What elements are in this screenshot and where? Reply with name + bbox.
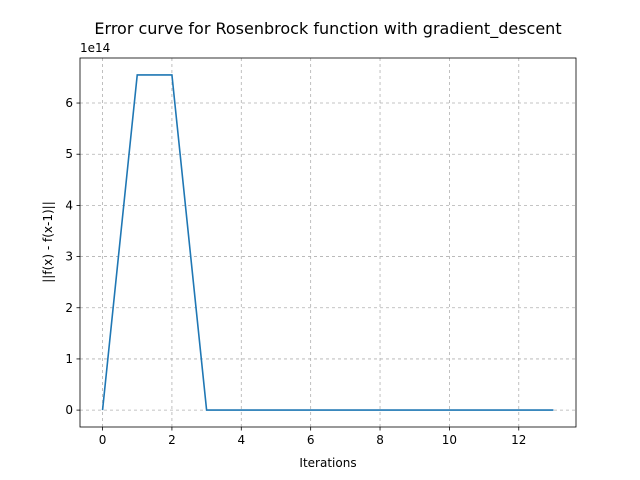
x-tick-label: 12 xyxy=(511,433,526,447)
y-tick-label: 0 xyxy=(65,403,73,417)
y-offset-label: 1e14 xyxy=(80,41,110,55)
chart-title: Error curve for Rosenbrock function with… xyxy=(94,19,561,39)
x-tick-label: 2 xyxy=(168,433,176,447)
y-axis-label: ||f(x) - f(x-1)|| xyxy=(41,201,55,282)
x-axis-label: Iterations xyxy=(299,456,356,470)
x-tick-label: 6 xyxy=(307,433,315,447)
x-tick-label: 4 xyxy=(237,433,245,447)
y-tick-label: 2 xyxy=(65,301,73,315)
y-tick-label: 1 xyxy=(65,352,73,366)
y-tick-label: 3 xyxy=(65,250,73,264)
x-tick-label: 10 xyxy=(442,433,457,447)
y-tick-label: 5 xyxy=(65,147,73,161)
y-tick-label: 4 xyxy=(65,198,73,212)
x-tick-label: 8 xyxy=(376,433,384,447)
x-tick-label: 0 xyxy=(99,433,107,447)
grid xyxy=(80,58,576,427)
y-tick-label: 6 xyxy=(65,96,73,110)
plot-frame xyxy=(79,57,577,428)
series-line xyxy=(101,74,554,411)
